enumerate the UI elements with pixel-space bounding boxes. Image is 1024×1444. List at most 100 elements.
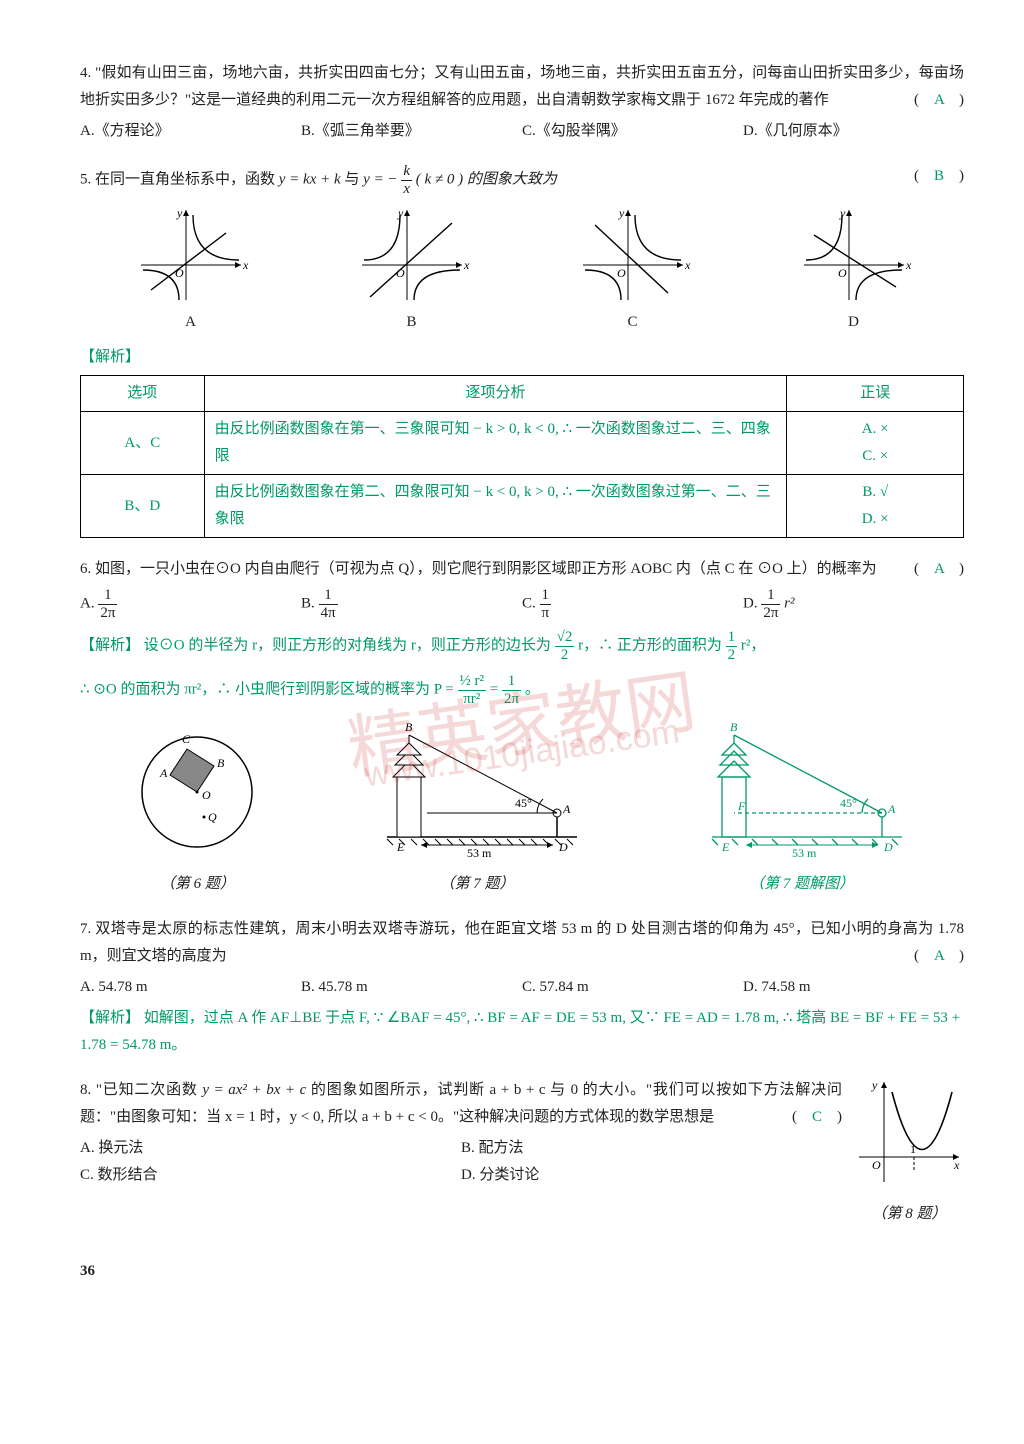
q7-analysis-text: 如解图，过点 A 作 AF⊥BE 于点 F, ∵ ∠BAF = 45°, ∴ B…	[80, 1010, 960, 1053]
q7-opt-c: C. 57.84 m	[522, 974, 743, 1001]
q6-c-pre: C.	[522, 595, 540, 611]
q6-an1-f2n: 1	[726, 629, 738, 647]
q6-an2-f2d: 2π	[502, 691, 521, 708]
svg-text:x: x	[463, 258, 470, 272]
q6-an2-mid: =	[490, 681, 502, 697]
q6-b-num: 1	[319, 587, 338, 605]
svg-text:E: E	[396, 840, 405, 854]
fig-7-solution: B A E D F 45° 53 m （第 7 题解图）	[692, 717, 912, 898]
q5-graph-c: x y O C	[522, 205, 743, 336]
svg-text:53 m: 53 m	[467, 846, 492, 857]
q6-analysis2: ∴ ⊙O 的面积为 πr²，∴ 小虫爬行到阴影区域的概率为 P = ½ r² π…	[80, 673, 964, 707]
q5-row1-tf: A. × C. ×	[787, 412, 964, 475]
q6-an2-f1d: πr²	[458, 691, 487, 708]
svg-text:E: E	[721, 840, 730, 854]
q4-opt-b: B.《弧三角举要》	[301, 118, 522, 145]
q5-graph-c-label: C	[522, 309, 743, 336]
q6-an1-f1: √2 2	[555, 629, 575, 663]
svg-text:x: x	[242, 258, 249, 272]
q4-body: "假如有山田三亩，场地六亩，共折实田四亩七分；又有山田五亩，场地三亩，共折实田五…	[80, 65, 964, 108]
q5-answer: B	[934, 168, 944, 184]
q4-number: 4.	[80, 65, 91, 81]
q5-row2-tf1: B. √	[797, 479, 953, 506]
q6-b-frac: 1 4π	[319, 587, 338, 621]
q4-opt-d: D.《几何原本》	[743, 118, 964, 145]
q6-an2-post: 。	[525, 681, 540, 697]
fig-6: O A B C Q （第 6 题）	[132, 727, 262, 898]
q5-th-analysis: 逐项分析	[204, 376, 787, 412]
q8-text: 8. "已知二次函数 y = ax² + bx + c 的图象如图所示，试判断 …	[80, 1077, 842, 1189]
question-6: 精英家教网 www.1010jiajiao.com 6. 如图，一只小虫在⊙O …	[80, 556, 964, 898]
q4-opt-c: C.《勾股举隅》	[522, 118, 743, 145]
q5-pre: 在同一直角坐标系中，函数	[95, 171, 279, 187]
svg-text:y: y	[618, 206, 625, 220]
q5-graph-b: x y O B	[301, 205, 522, 336]
q6-c-num: 1	[540, 587, 552, 605]
svg-text:B: B	[405, 720, 413, 734]
q6-opt-a: A. 1 2π	[80, 587, 301, 621]
fig-7: 45° B A E D 53 m （第 7 题）	[367, 717, 587, 898]
q5-row-bd: B、D 由反比例函数图象在第二、四象限可知 − k < 0, k > 0, ∴ …	[81, 475, 964, 538]
q4-options: A.《方程论》 B.《弧三角举要》 C.《勾股举隅》 D.《几何原本》	[80, 118, 964, 145]
q6-a-pre: A.	[80, 595, 98, 611]
q6-d-den: 2π	[761, 605, 780, 622]
q6-c-frac: 1 π	[540, 587, 552, 621]
svg-text:C: C	[182, 732, 191, 746]
q4-text: 4. "假如有山田三亩，场地六亩，共折实田四亩七分；又有山田五亩，场地三亩，共折…	[80, 60, 964, 114]
svg-text:A: A	[159, 766, 168, 780]
q5-row2-opt: B、D	[81, 475, 205, 538]
q6-an1-f2d: 2	[726, 647, 738, 664]
svg-text:B: B	[217, 756, 225, 770]
q8-options: A. 换元法 B. 配方法 C. 数形结合 D. 分类讨论	[80, 1135, 842, 1189]
q5-row2-text: 由反比例函数图象在第二、四象限可知 − k < 0, k > 0, ∴ 一次函数…	[204, 475, 787, 538]
svg-text:O: O	[872, 1158, 881, 1172]
page-number: 36	[80, 1258, 964, 1285]
q5-th-tf: 正误	[787, 376, 964, 412]
q6-analysis-label: 【解析】	[80, 637, 140, 653]
q6-opt-c: C. 1 π	[522, 587, 743, 621]
q8-answer: C	[812, 1109, 822, 1125]
svg-text:45°: 45°	[840, 796, 857, 810]
svg-text:y: y	[871, 1078, 878, 1092]
q5-th-opt: 选项	[81, 376, 205, 412]
q5-answer-slot: ( B )	[914, 163, 964, 190]
svg-text:Q: Q	[208, 810, 217, 824]
question-5: 5. 在同一直角坐标系中，函数 y = kx + k 与 y = − k x (…	[80, 163, 964, 538]
q7-body: 双塔寺是太原的标志性建筑，周末小明去双塔寺游玩，他在距宜文塔 53 m 的 D …	[80, 921, 964, 964]
q6-an1-f2: 1 2	[726, 629, 738, 663]
q5-row1-tf1: A. ×	[797, 416, 953, 443]
svg-text:B: B	[730, 720, 738, 734]
q6-d-num: 1	[761, 587, 780, 605]
q8-fig-caption: （第 8 题）	[854, 1201, 964, 1228]
q6-opt-d: D. 1 2π r²	[743, 587, 964, 621]
q5-f2-den: x	[401, 181, 412, 198]
q6-b-pre: B.	[301, 595, 319, 611]
fig7-caption: （第 7 题）	[367, 871, 587, 898]
svg-text:53 m: 53 m	[792, 846, 817, 857]
fig6-caption: （第 6 题）	[132, 871, 262, 898]
q8-opt-c: C. 数形结合	[80, 1162, 461, 1189]
q5-text: 5. 在同一直角坐标系中，函数 y = kx + k 与 y = − k x (…	[80, 163, 964, 197]
svg-text:x: x	[684, 258, 691, 272]
figures-row: O A B C Q （第 6 题）	[80, 717, 964, 898]
q7-options: A. 54.78 m B. 45.78 m C. 57.84 m D. 74.5…	[80, 974, 964, 1001]
q6-answer-slot: ( A )	[914, 556, 964, 583]
q7-answer-slot: ( A )	[914, 943, 964, 970]
q7-opt-d: D. 74.58 m	[743, 974, 964, 1001]
q5-analysis-label: 【解析】	[80, 344, 964, 371]
q5-formula2-frac: k x	[401, 163, 412, 197]
q4-opt-a: A.《方程论》	[80, 118, 301, 145]
q6-d-post: r²	[784, 595, 794, 611]
q6-text: 6. 如图，一只小虫在⊙O 内自由爬行（可视为点 Q），则它爬行到阴影区域即正方…	[80, 556, 964, 583]
q8-number: 8.	[80, 1082, 91, 1098]
q5-graph-d-label: D	[743, 309, 964, 336]
q6-opt-b: B. 1 4π	[301, 587, 522, 621]
q8-pre: "已知二次函数	[96, 1082, 203, 1098]
svg-text:D: D	[558, 840, 568, 854]
q8-answer-slot: ( C )	[792, 1104, 842, 1131]
q7-text: 7. 双塔寺是太原的标志性建筑，周末小明去双塔寺游玩，他在距宜文塔 53 m 的…	[80, 916, 964, 970]
svg-text:x: x	[953, 1158, 960, 1172]
q6-an1-f1d: 2	[555, 647, 575, 664]
q5-f2-num: k	[401, 163, 412, 181]
q6-a-num: 1	[98, 587, 117, 605]
